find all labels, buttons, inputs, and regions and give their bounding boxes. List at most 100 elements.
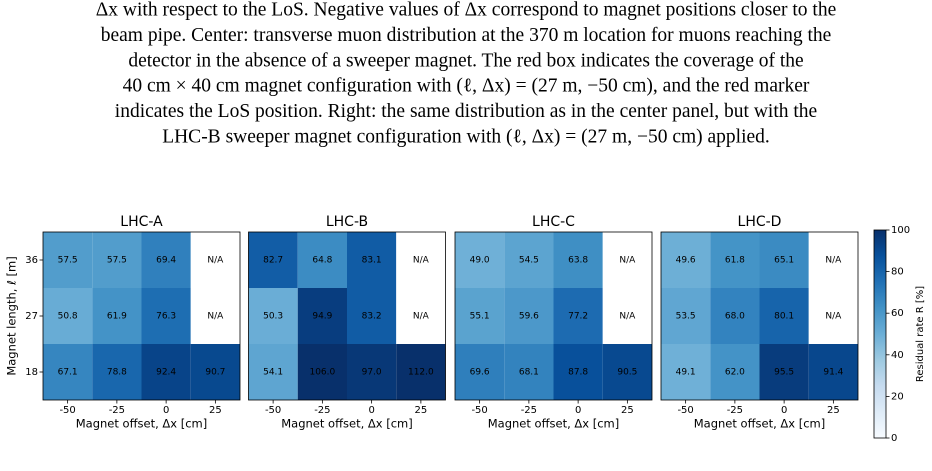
cell-label: 87.8 (568, 368, 588, 378)
caption-line: 40 cm × 40 cm magnet configuration with … (123, 76, 810, 97)
heatmap-cell (759, 232, 809, 288)
cell-label: 97.0 (362, 368, 382, 378)
heatmap-cell (248, 232, 298, 288)
heatmap-cell (190, 344, 240, 400)
x-tick-label: -25 (521, 405, 537, 416)
caption-line: LHC-B sweeper magnet configuration with … (162, 126, 770, 147)
x-tick-label: 0 (575, 405, 581, 416)
heatmap-cell (553, 344, 603, 400)
colorbar (873, 229, 887, 439)
heatmap-cell (808, 344, 858, 400)
cell-label: 91.4 (823, 368, 843, 378)
x-tick-label: 25 (621, 405, 634, 416)
heatmap-cell (759, 344, 809, 400)
cell-label: 62.0 (725, 368, 745, 378)
heatmap-cell (141, 344, 191, 400)
cell-label: 67.1 (58, 368, 78, 378)
y-tick-label: 36 (25, 255, 38, 266)
heatmap-cell (455, 344, 505, 400)
cell-label: 64.8 (312, 256, 332, 266)
heatmap-cell (190, 288, 240, 344)
heatmap-cell (396, 288, 446, 344)
x-tick-label: -50 (59, 405, 75, 416)
colorbar-tick-label: 100 (891, 225, 910, 236)
caption-line: indicates the LoS position. Right: the s… (115, 101, 817, 122)
cell-label: 53.5 (676, 312, 696, 322)
panel-title: LHC-A (120, 214, 163, 230)
cell-label: 49.1 (676, 368, 696, 378)
cell-label: 92.4 (156, 368, 176, 378)
heatmap-cell (141, 288, 191, 344)
heatmap-cell (190, 232, 240, 288)
heatmap-cell (92, 344, 142, 400)
heatmap-cell (43, 344, 93, 400)
x-tick-label: 25 (209, 405, 222, 416)
x-axis-label: Magnet offset, Δx [cm] (488, 417, 619, 431)
x-tick-label: -25 (109, 405, 125, 416)
colorbar-label: Residual rate R [%] (915, 286, 926, 382)
heatmap-cell (396, 232, 446, 288)
heatmap-cell (455, 232, 505, 288)
cell-label: 112.0 (408, 368, 434, 378)
x-axis-label: Magnet offset, Δx [cm] (281, 417, 412, 431)
cell-label: 90.7 (205, 368, 225, 378)
heatmap-cell (602, 288, 652, 344)
x-tick-label: 25 (827, 405, 840, 416)
cell-label: 69.4 (156, 256, 176, 266)
cell-label: 54.5 (519, 256, 539, 266)
heatmap-cell (661, 288, 711, 344)
cell-label: 76.3 (156, 312, 176, 322)
heatmap-cell (248, 288, 298, 344)
panel-title: LHC-C (532, 214, 575, 230)
x-tick-label: 0 (368, 405, 374, 416)
cell-label: N/A (413, 312, 430, 322)
x-tick-label: 0 (163, 405, 169, 416)
heatmap-cell (602, 232, 652, 288)
panel-title: LHC-B (326, 214, 368, 230)
cell-label: 57.5 (58, 256, 78, 266)
colorbar-tick-label: 20 (891, 391, 904, 402)
heatmap-cell (504, 232, 554, 288)
colorbar-tick-label: 80 (891, 267, 904, 278)
cell-label: 65.1 (774, 256, 794, 266)
colorbar-tick-label: 60 (891, 308, 904, 319)
heatmap-cell (297, 232, 347, 288)
heatmap-cell (602, 344, 652, 400)
x-tick-label: -50 (265, 405, 281, 416)
heatmap-cell (43, 288, 93, 344)
cell-label: 68.0 (725, 312, 745, 322)
heatmap-cell (396, 344, 446, 400)
cell-label: 69.6 (470, 368, 490, 378)
heatmap-cell (347, 232, 397, 288)
cell-label: 50.8 (58, 312, 78, 322)
x-axis-label: Magnet offset, Δx [cm] (694, 417, 825, 431)
panel-frame (248, 231, 446, 401)
x-tick-label: -50 (471, 405, 487, 416)
heatmap-cell (455, 288, 505, 344)
cell-label: 61.9 (107, 312, 127, 322)
heatmap-cell (347, 288, 397, 344)
cell-label: 106.0 (309, 368, 335, 378)
heatmap-cell (808, 288, 858, 344)
cell-label: N/A (825, 312, 842, 322)
heatmap-cell (710, 232, 760, 288)
cell-label: N/A (619, 256, 636, 266)
cell-label: N/A (619, 312, 636, 322)
cell-label: 90.5 (617, 368, 637, 378)
heatmap-cell (710, 288, 760, 344)
heatmap-cell (347, 344, 397, 400)
cell-label: 55.1 (470, 312, 490, 322)
panel-frame (454, 231, 653, 401)
heatmap-cell (297, 344, 347, 400)
cell-label: N/A (207, 312, 224, 322)
cell-label: 94.9 (312, 312, 332, 322)
cell-label: 57.5 (107, 256, 127, 266)
panel-title: LHC-D (738, 214, 782, 230)
x-tick-label: 0 (781, 405, 787, 416)
cell-label: 83.1 (362, 256, 382, 266)
caption-line: Δx with respect to the LoS. Negative val… (96, 0, 836, 20)
heatmap-cell (248, 344, 298, 400)
caption-line: beam pipe. Center: transverse muon distr… (101, 25, 832, 46)
cell-label: 54.1 (263, 368, 283, 378)
